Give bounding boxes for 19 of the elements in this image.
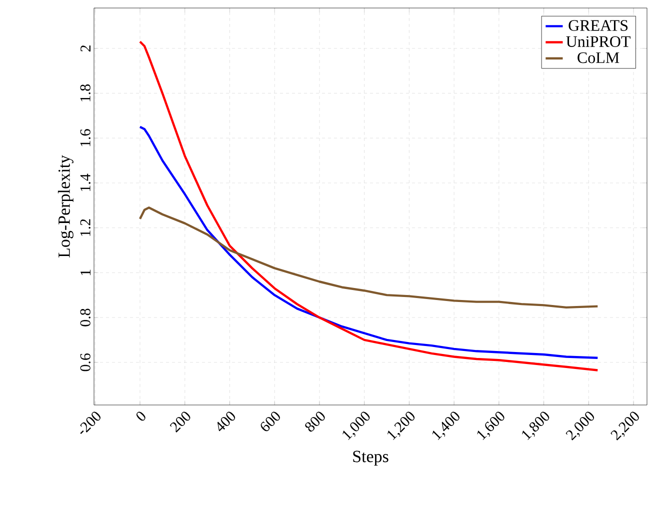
y-tick-label: 1.6: [80, 129, 90, 146]
legend-label: CoLM: [578, 52, 620, 64]
y-tick-label: 2: [80, 45, 90, 52]
legend-label: GREATS: [568, 20, 628, 31]
y-tick-label: 1.2: [80, 219, 90, 236]
x-axis-title: Steps: [353, 450, 388, 466]
legend-label: UniPROT: [566, 36, 630, 47]
x-tick-label: 400: [217, 412, 236, 432]
x-tick-label: 0: [136, 412, 146, 421]
y-tick-label: 1.4: [80, 174, 90, 191]
y-tick-label: 1.8: [80, 84, 90, 102]
x-tick-label: 600: [260, 412, 280, 432]
y-tick-label: 0.6: [80, 353, 90, 372]
y-tick-label: 1: [80, 270, 90, 276]
x-tick-label: 800: [305, 412, 325, 432]
x-tick-label: 200: [170, 412, 190, 432]
y-tick-label: 0.8: [80, 308, 90, 326]
y-axis-title: Log-Perplexity: [58, 155, 74, 258]
x-tick-label: -200: [80, 412, 100, 434]
